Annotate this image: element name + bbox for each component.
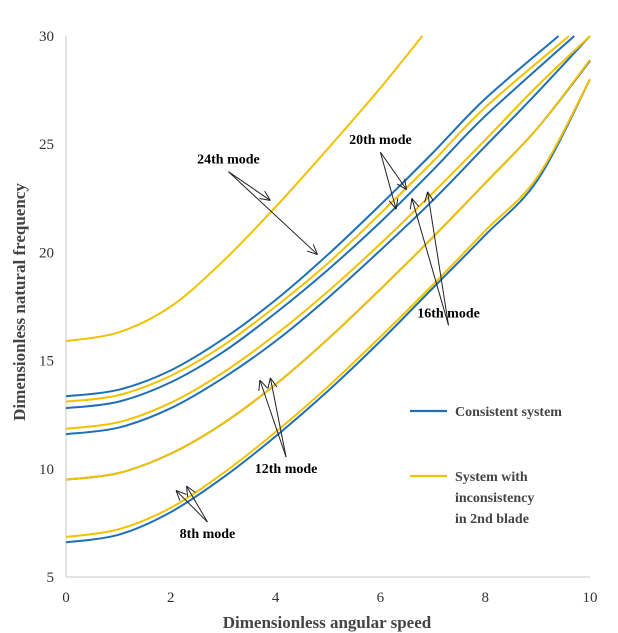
annotation-label: 20th mode	[349, 133, 412, 148]
legend-label-line: in 2nd blade	[455, 512, 529, 527]
annotation-label: 24th mode	[197, 153, 260, 168]
x-tick-label: 0	[62, 590, 70, 606]
mode-annotations: 24th mode 20th mode 16th mode 12th mode 8th …	[175, 133, 480, 542]
annotation-arrow	[267, 377, 287, 458]
legend-label-consistent: Consistent system	[455, 405, 562, 420]
legend-label-inconsistent: System with inconsistency in 2nd blade	[455, 470, 534, 527]
series-line	[65, 78, 591, 544]
legend: Consistent system System with inconsisten…	[410, 405, 562, 527]
y-tick-label: 20	[39, 245, 54, 261]
annotation-arrow	[379, 151, 408, 191]
annotation-arrow	[228, 171, 271, 201]
y-tick-label: 15	[39, 354, 54, 370]
series-line	[65, 35, 570, 403]
x-axis-ticks: 0 2 4 6 8 10	[62, 590, 597, 606]
legend-label-line: inconsistency	[455, 491, 534, 506]
y-tick-label: 10	[39, 462, 54, 478]
series-line	[65, 35, 424, 343]
series-line	[65, 78, 591, 538]
x-tick-label: 8	[481, 590, 489, 606]
annotation-arrow	[258, 379, 287, 458]
legend-label-line: System with	[455, 470, 528, 485]
annotation-label: 8th mode	[180, 527, 236, 542]
annotation-arrow	[228, 171, 318, 256]
annotation-arrow	[175, 489, 208, 523]
annotation-arrow	[424, 191, 450, 326]
mode-annotation: 8th mode	[175, 485, 236, 542]
x-tick-label: 10	[583, 590, 598, 606]
annotation-label: 12th mode	[255, 462, 318, 477]
x-axis-title: Dimensionless angular speed	[223, 613, 432, 632]
y-tick-label: 5	[47, 570, 55, 586]
annotation-arrow	[186, 485, 208, 523]
series-curves	[65, 35, 591, 544]
annotation-arrow	[379, 152, 399, 210]
x-tick-label: 4	[272, 590, 280, 606]
mode-annotation: 20th mode	[349, 133, 412, 210]
series-line	[65, 35, 560, 398]
y-axis-title: Dimensionless natural frequency	[10, 183, 29, 421]
series-inconsistent	[65, 35, 591, 538]
series-line	[65, 35, 575, 410]
plot-area: 5 10 15 20 25 30 0 2 4 6 8 10 24th mode 20th mode 16…	[39, 29, 598, 606]
series-line	[65, 35, 591, 430]
annotation-arrow	[409, 197, 450, 326]
series-line	[65, 35, 591, 436]
y-tick-label: 30	[39, 29, 54, 45]
x-tick-label: 6	[377, 590, 385, 606]
x-tick-label: 2	[167, 590, 175, 606]
y-axis-ticks: 5 10 15 20 25 30	[39, 29, 54, 586]
series-line	[65, 59, 591, 481]
annotation-label: 16th mode	[417, 306, 480, 321]
mode-annotation: 24th mode	[197, 153, 318, 256]
y-tick-label: 25	[39, 137, 54, 153]
mode-annotation: 12th mode	[255, 377, 318, 477]
mode-annotation: 16th mode	[409, 191, 480, 326]
